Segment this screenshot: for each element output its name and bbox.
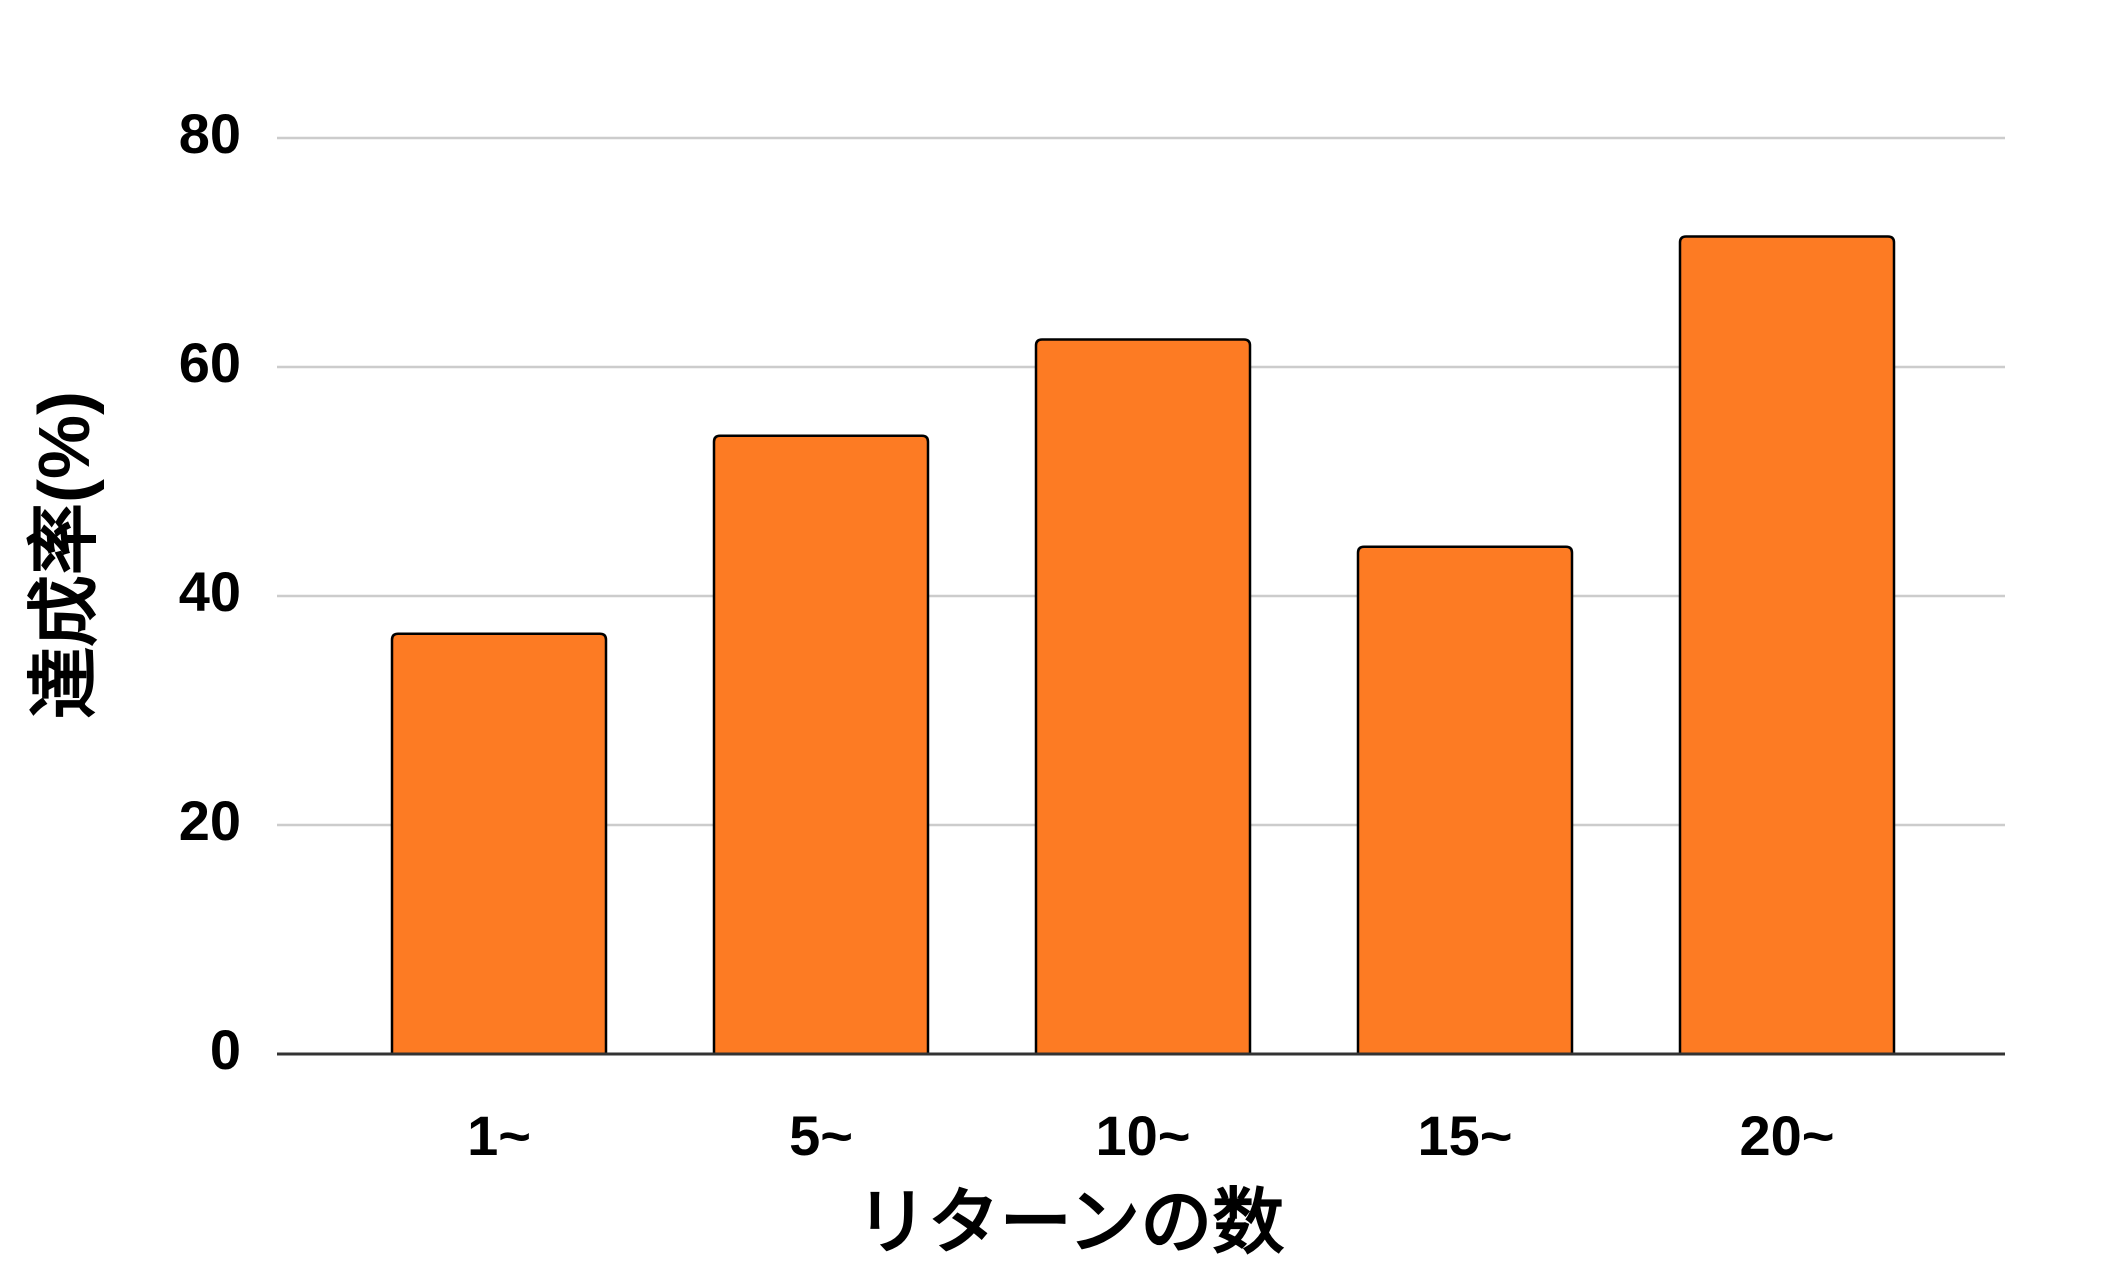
y-tick-label: 80: [179, 102, 241, 165]
bar: [1034, 338, 1252, 1056]
x-axis-title: リターンの数: [856, 1183, 1284, 1263]
x-tick-label: 1~: [467, 1104, 531, 1167]
y-tick-label: 40: [179, 560, 241, 623]
x-tick-label: 15~: [1418, 1104, 1513, 1167]
bar: [1356, 545, 1574, 1056]
y-axis-title: 達成率(%): [25, 391, 105, 719]
bar: [390, 632, 608, 1056]
bar: [712, 434, 930, 1056]
y-tick-label: 20: [179, 789, 241, 852]
x-tick-label: 20~: [1740, 1104, 1835, 1167]
y-tick-label: 0: [210, 1018, 241, 1081]
y-tick-label: 60: [179, 331, 241, 394]
bar: [1678, 235, 1896, 1056]
x-tick-label: 5~: [789, 1104, 853, 1167]
x-tick-label: 10~: [1096, 1104, 1191, 1167]
